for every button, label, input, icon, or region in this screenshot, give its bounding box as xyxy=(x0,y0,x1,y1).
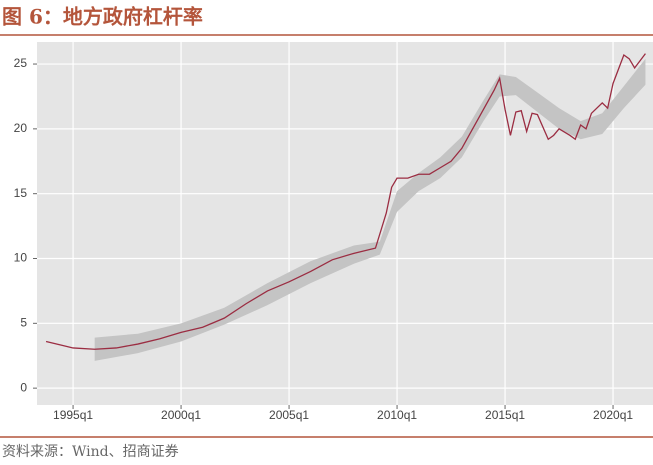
x-tick-label: 2020q1 xyxy=(593,408,633,422)
chart-title: 图 6：地方政府杠杆率 xyxy=(2,5,203,29)
x-tick-label: 1995q1 xyxy=(53,408,93,422)
data-line xyxy=(45,53,646,350)
y-tick-label: 10 xyxy=(14,251,28,265)
x-tick-label: 2000q1 xyxy=(161,408,201,422)
y-tick-label: 20 xyxy=(14,121,28,135)
x-tick-label: 2010q1 xyxy=(377,408,417,422)
y-tick-label: 15 xyxy=(14,186,28,200)
x-tick-label: 2005q1 xyxy=(269,408,309,422)
x-tick-label: 2015q1 xyxy=(485,408,525,422)
y-tick-label: 5 xyxy=(20,315,27,329)
y-tick-label: 0 xyxy=(20,380,27,394)
source-note: 资料来源：Wind、招商证券 xyxy=(2,444,179,460)
y-tick-label: 25 xyxy=(14,56,28,70)
